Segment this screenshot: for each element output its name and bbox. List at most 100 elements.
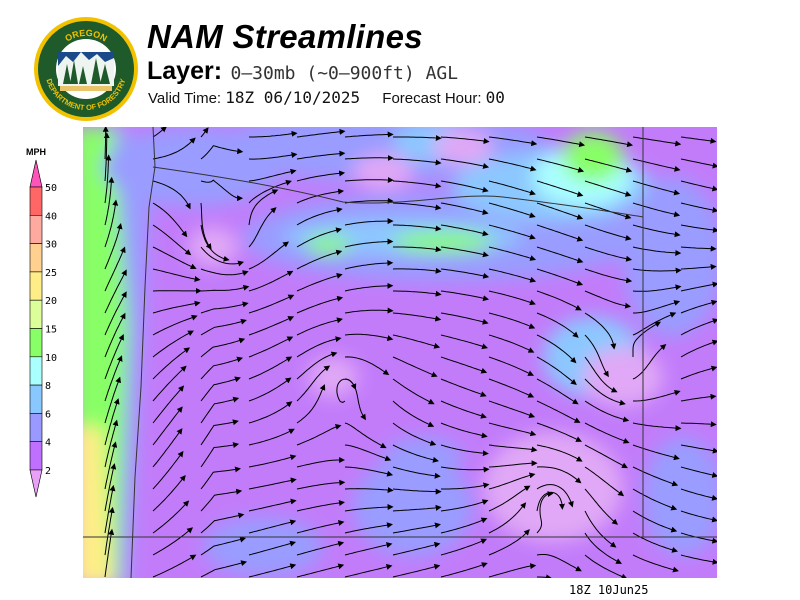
streamline	[392, 541, 441, 556]
streamline	[536, 444, 583, 462]
forecast-hour-label: Forecast Hour:	[382, 90, 482, 107]
streamline	[344, 197, 394, 204]
streamline	[104, 419, 119, 468]
legend-arrow-min	[29, 469, 43, 498]
legend-band	[29, 215, 43, 244]
streamline	[440, 517, 488, 534]
streamlines	[102, 127, 717, 578]
streamline	[344, 259, 394, 270]
streamline	[440, 378, 487, 397]
legend-band	[29, 328, 43, 358]
streamline	[104, 222, 123, 270]
streamline	[200, 224, 230, 262]
streamline	[584, 246, 633, 262]
streamline	[440, 466, 490, 473]
streamline	[248, 401, 293, 424]
legend-band	[29, 356, 43, 386]
streamline	[441, 482, 490, 490]
streamline	[200, 127, 209, 138]
streamline	[680, 263, 717, 270]
streamline	[248, 540, 297, 556]
streamline	[536, 180, 584, 197]
streamline	[680, 510, 717, 523]
streamline	[680, 466, 717, 478]
legend-label: 8	[45, 381, 51, 392]
streamline	[296, 457, 346, 468]
streamline	[680, 136, 717, 144]
streamline	[248, 498, 297, 512]
streamline	[680, 180, 717, 192]
streamline	[104, 312, 126, 358]
streamline	[584, 444, 628, 469]
legend-band	[29, 271, 43, 301]
streamline	[152, 428, 183, 468]
streamline	[584, 312, 617, 350]
streamline	[632, 554, 679, 573]
streamline	[248, 377, 292, 402]
streamline	[152, 347, 191, 380]
streamline	[584, 378, 626, 406]
streamline	[248, 477, 297, 490]
streamline	[152, 202, 188, 238]
streamline	[632, 321, 662, 357]
streamline	[392, 267, 442, 274]
streamline	[632, 158, 681, 172]
streamline	[537, 574, 552, 578]
streamline	[344, 564, 393, 578]
streamline	[248, 152, 298, 160]
streamline	[104, 199, 119, 248]
svg-text:OREGON: OREGON	[63, 28, 109, 44]
streamline	[296, 563, 345, 578]
streamline	[584, 158, 633, 173]
streamline	[152, 300, 201, 314]
streamline	[392, 488, 442, 495]
streamline	[632, 466, 679, 487]
streamline	[344, 218, 394, 226]
streamline	[200, 442, 240, 468]
streamline	[296, 336, 342, 358]
streamline	[104, 398, 120, 446]
streamline	[488, 136, 538, 147]
streamline	[536, 312, 579, 338]
streamline	[536, 356, 577, 385]
streamline	[632, 343, 667, 380]
streamline	[152, 450, 184, 490]
legend-band	[29, 186, 43, 216]
streamline	[536, 422, 583, 442]
streamline	[200, 301, 249, 314]
streamline	[488, 502, 527, 534]
streamline	[584, 488, 619, 525]
streamline	[680, 339, 717, 358]
streamline	[680, 421, 717, 428]
legend-band	[29, 299, 43, 329]
streamline	[200, 284, 250, 292]
streamline	[488, 290, 536, 306]
streamline	[440, 312, 489, 325]
streamline	[488, 224, 536, 240]
streamline	[536, 334, 577, 364]
streamline	[104, 154, 112, 204]
legend-unit: MPH	[26, 147, 46, 157]
streamline	[248, 336, 294, 358]
streamline	[536, 224, 584, 242]
streamline	[296, 365, 331, 402]
streamline	[200, 488, 243, 512]
streamline	[536, 554, 582, 572]
streamline	[632, 246, 682, 256]
streamline	[488, 400, 536, 418]
streamline	[393, 246, 442, 253]
streamline	[488, 460, 538, 468]
streamline	[248, 270, 294, 292]
streamline	[440, 562, 488, 578]
streamline	[392, 356, 438, 378]
streamline	[584, 400, 630, 423]
streamline	[536, 202, 584, 220]
streamline	[344, 522, 393, 534]
streamline	[584, 532, 622, 564]
streamline	[344, 238, 394, 248]
forecast-hour-value: 00	[485, 88, 505, 107]
legend-label: 2	[45, 466, 51, 477]
streamline	[392, 158, 442, 166]
streamline	[632, 267, 682, 274]
streamline	[248, 519, 297, 534]
